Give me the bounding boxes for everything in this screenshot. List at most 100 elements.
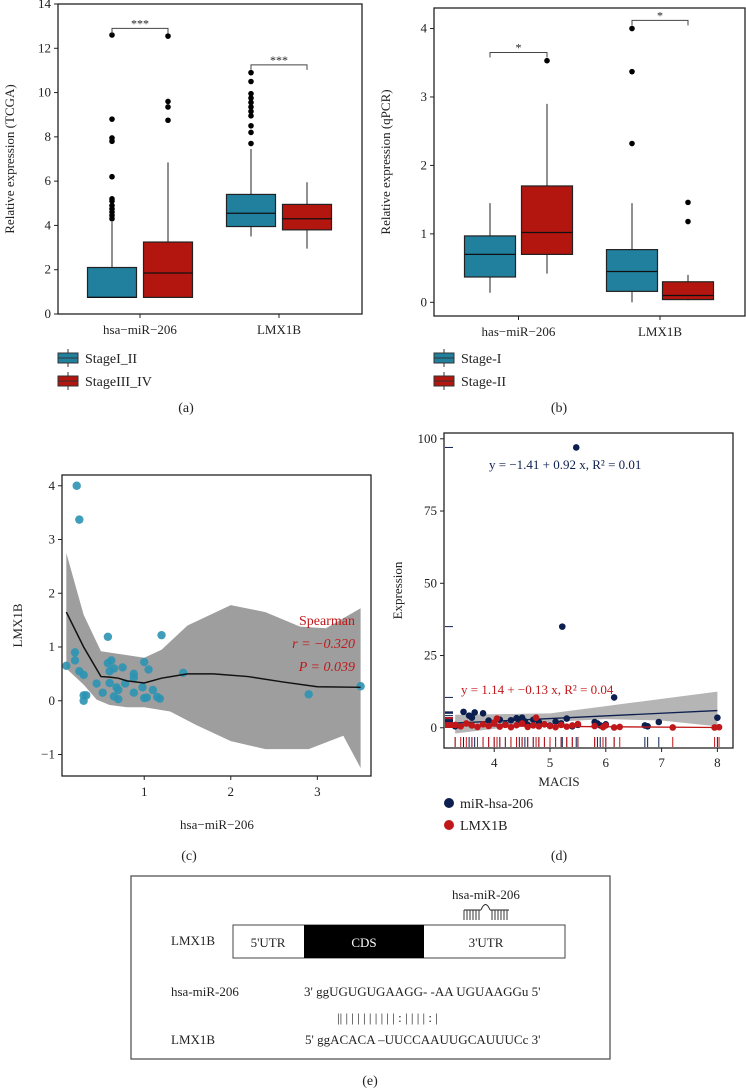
data-point bbox=[715, 723, 723, 731]
gene-label: LMX1B bbox=[171, 933, 215, 948]
x-axis-label: MACIS bbox=[538, 774, 579, 789]
data-point bbox=[655, 718, 663, 726]
data-point bbox=[148, 685, 158, 695]
box bbox=[661, 281, 715, 301]
outlier-point bbox=[629, 140, 635, 147]
data-point bbox=[451, 721, 459, 729]
regression-equation-mir: y = −1.41 + 0.92 x, R² = 0.01 bbox=[489, 457, 641, 472]
data-point bbox=[644, 723, 651, 730]
data-point bbox=[524, 723, 531, 731]
panel-c: −1 0 1 2 3 4 1 2 3 hsa−miR−206 LMX1B bbox=[10, 474, 372, 832]
box bbox=[86, 266, 138, 298]
data-point bbox=[304, 690, 313, 699]
regression-equation-lmx1b: y = 1.14 + −0.13 x, R² = 0.04 bbox=[461, 682, 614, 697]
data-point bbox=[157, 630, 166, 640]
data-point bbox=[98, 688, 107, 697]
caption-a: (a) bbox=[178, 401, 194, 416]
box bbox=[463, 235, 517, 278]
box bbox=[605, 249, 659, 292]
outlier-point bbox=[248, 69, 254, 76]
data-point bbox=[62, 661, 71, 671]
y-tick-label: 50 bbox=[424, 575, 437, 590]
y-tick-label: 1 bbox=[49, 639, 56, 654]
data-point bbox=[479, 721, 487, 728]
utr3-label: 3'UTR bbox=[469, 935, 504, 950]
box bbox=[281, 203, 333, 231]
legend-label: miR-hsa-206 bbox=[460, 797, 533, 812]
caption-c: (c) bbox=[181, 849, 197, 864]
data-point bbox=[140, 657, 149, 667]
caption-b: (b) bbox=[551, 401, 568, 416]
data-point bbox=[569, 722, 576, 729]
row1-label: hsa-miR-206 bbox=[171, 984, 239, 999]
box bbox=[520, 185, 574, 255]
caption-e: (e) bbox=[362, 1074, 378, 1089]
y-tick-label: 0 bbox=[431, 720, 438, 735]
data-point bbox=[463, 720, 470, 727]
hairpin-icon bbox=[463, 904, 509, 920]
significance-bracket bbox=[111, 27, 169, 34]
data-point bbox=[75, 515, 84, 524]
data-point bbox=[460, 708, 467, 716]
data-point bbox=[529, 722, 537, 729]
plot-frame bbox=[61, 474, 372, 777]
outlier-point bbox=[248, 108, 254, 115]
data-point bbox=[563, 715, 571, 722]
data-point bbox=[493, 715, 501, 722]
outlier-point bbox=[109, 135, 115, 141]
significance-bracket bbox=[250, 64, 308, 70]
spearman-title: Spearman bbox=[299, 614, 355, 629]
data-point bbox=[574, 720, 582, 728]
outlier-point bbox=[109, 116, 115, 122]
significance-bracket bbox=[631, 19, 689, 26]
outlier-point bbox=[248, 129, 254, 136]
significance-label: * bbox=[516, 40, 522, 54]
x-tick-label: 8 bbox=[714, 755, 721, 770]
outlier-point bbox=[629, 25, 635, 32]
data-point bbox=[479, 710, 487, 717]
outlier-point bbox=[165, 98, 171, 105]
x-tick-label: 5 bbox=[547, 755, 554, 770]
data-point bbox=[572, 444, 580, 451]
x-tick-label: 4 bbox=[491, 755, 498, 770]
y-tick-label: 12 bbox=[38, 40, 51, 55]
data-point bbox=[142, 693, 152, 702]
y-tick-label: 6 bbox=[45, 173, 52, 188]
outlier-point bbox=[109, 173, 115, 180]
target-sequence: 5' ggACACA –UUCCAAUUGCAUUUCc 3' bbox=[305, 1032, 540, 1047]
data-point bbox=[109, 664, 119, 673]
outlier-point bbox=[248, 140, 254, 147]
outlier-point bbox=[629, 68, 635, 75]
data-point bbox=[70, 648, 80, 657]
outlier-point bbox=[248, 113, 254, 119]
plot-frame bbox=[433, 7, 746, 317]
data-point bbox=[468, 714, 476, 721]
y-tick-label: 0 bbox=[49, 693, 56, 708]
significance-label: *** bbox=[270, 53, 288, 67]
y-tick-label: 2 bbox=[49, 585, 56, 600]
y-axis-label: LMX1B bbox=[10, 603, 25, 647]
regression-line bbox=[455, 725, 718, 729]
cds-label: CDS bbox=[351, 935, 376, 950]
data-point bbox=[557, 721, 565, 729]
y-tick-label: −1 bbox=[41, 747, 55, 762]
y-tick-label: 25 bbox=[424, 648, 437, 663]
data-point bbox=[471, 709, 478, 716]
box bbox=[142, 241, 194, 298]
x-tick-label: has−miR−206 bbox=[482, 324, 556, 339]
data-point bbox=[138, 683, 147, 692]
utr5-label: 5'UTR bbox=[251, 935, 286, 950]
x-tick-label: 1 bbox=[141, 784, 148, 799]
data-point bbox=[103, 632, 113, 641]
outlier-point bbox=[109, 202, 115, 209]
data-point bbox=[610, 724, 618, 731]
y-tick-label: 4 bbox=[421, 21, 428, 36]
outlier-point bbox=[248, 90, 254, 97]
outlier-point bbox=[165, 117, 171, 124]
y-tick-label: 4 bbox=[49, 478, 56, 493]
plot-frame bbox=[57, 3, 363, 315]
outlier-point bbox=[165, 33, 171, 39]
y-axis-label: Relative expression (qPCR) bbox=[378, 89, 393, 234]
x-tick-label: 3 bbox=[314, 784, 321, 799]
y-tick-label: 100 bbox=[418, 431, 438, 446]
